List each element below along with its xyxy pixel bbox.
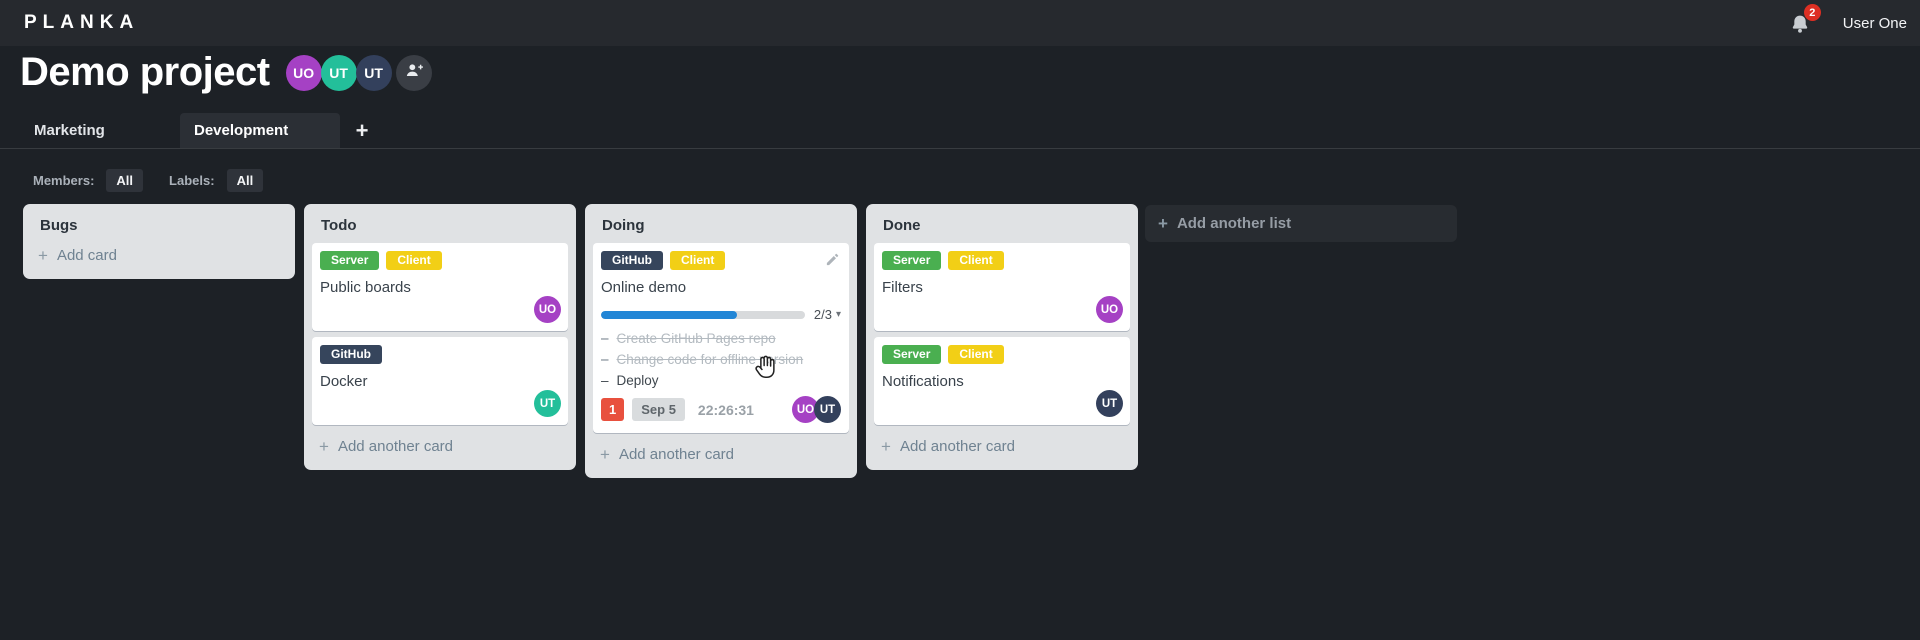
tab-marketing[interactable]: Marketing (20, 113, 180, 148)
add-card-button[interactable]: + Add another card (585, 433, 857, 472)
avatar[interactable]: UO (285, 54, 322, 91)
label-chip: Server (882, 345, 942, 364)
list-title[interactable]: Todo (321, 217, 357, 234)
list-title[interactable]: Bugs (40, 217, 78, 234)
notification-count-badge: 2 (1803, 4, 1821, 21)
progress-fill (601, 310, 737, 319)
chevron-down-icon: ▾ (835, 309, 841, 320)
plus-icon: + (881, 437, 891, 456)
add-card-label: Add another card (618, 446, 735, 463)
members-filter-value[interactable]: All (106, 169, 144, 192)
card-title: Filters (882, 279, 923, 296)
avatar[interactable]: UT (355, 54, 392, 91)
labels-filter-value[interactable]: All (226, 169, 264, 192)
person-plus-icon (404, 60, 424, 85)
user-menu[interactable]: User One (1842, 14, 1907, 32)
list-done: Done Server Client Filters UO Server Cli… (866, 204, 1138, 470)
avatar: UT (534, 390, 561, 417)
task-text: Change code for offline version (616, 352, 804, 367)
task-text: Create GitHub Pages repo (616, 331, 776, 346)
project-header: Demo project UO UT UT (20, 50, 432, 95)
card-notifications[interactable]: Server Client Notifications UT (874, 337, 1130, 425)
plus-icon: + (38, 246, 48, 265)
add-card-button[interactable]: + Add card (23, 234, 295, 273)
board-tabs: Marketing Development + (0, 113, 1920, 149)
task-bullet: – (601, 331, 609, 346)
task-list: – Create GitHub Pages repo – Change code… (601, 328, 841, 391)
task-progress: 2/3 ▾ (601, 307, 841, 322)
tab-label: Development (194, 122, 289, 139)
card-title: Public boards (320, 279, 411, 296)
card-online-demo[interactable]: GitHub Client Online demo 2/3 ▾ – (593, 243, 849, 433)
page-title[interactable]: Demo project (20, 50, 270, 94)
plus-icon: + (319, 437, 329, 456)
app-logo[interactable]: PLANKA (24, 12, 140, 33)
avatar[interactable]: UT (320, 54, 357, 91)
card-badges: 1 Sep 5 22:26:31 UO UT (601, 396, 841, 423)
label-chip: Client (948, 251, 1004, 270)
task-item: – Change code for offline version (601, 349, 841, 370)
progress-toggle[interactable]: 2/3 ▾ (814, 307, 841, 322)
label-chip: Server (320, 251, 380, 270)
label-chip: Client (386, 251, 442, 270)
card-title: Notifications (882, 373, 964, 390)
add-list-label: Add another list (1176, 215, 1292, 232)
notifications-button[interactable]: 2 (1789, 4, 1821, 35)
card-docker[interactable]: GitHub Docker UT (312, 337, 568, 425)
label-chip: Client (948, 345, 1004, 364)
timer-value[interactable]: 22:26:31 (697, 401, 754, 418)
tab-development[interactable]: Development (180, 113, 340, 148)
avatar: UO (534, 296, 561, 323)
list-todo: Todo Server Client Public boards UO GitH… (304, 204, 576, 470)
kanban-board: Bugs + Add card Todo Server Client Publi… (23, 204, 1138, 478)
task-bullet: – (601, 352, 609, 367)
list-title[interactable]: Doing (602, 217, 645, 234)
task-item: – Deploy (601, 370, 841, 391)
avatar: UT (814, 396, 841, 423)
project-members: UO UT UT (285, 54, 432, 91)
task-bullet: – (601, 373, 609, 388)
members-filter-label: Members: (33, 173, 95, 188)
label-chip: GitHub (601, 251, 663, 270)
plus-icon: + (1158, 214, 1168, 233)
due-date-badge[interactable]: Sep 5 (632, 398, 685, 421)
list-doing: Doing GitHub Client Online demo 2/3 (585, 204, 857, 478)
app-header: PLANKA 2 User One (0, 0, 1920, 46)
plus-icon: + (600, 445, 610, 464)
bell-icon (1789, 13, 1813, 35)
list-bugs: Bugs + Add card (23, 204, 295, 279)
header-right: 2 User One (1789, 4, 1907, 35)
progress-bar (601, 310, 805, 319)
label-chip: Server (882, 251, 942, 270)
add-board-button[interactable]: + (340, 113, 384, 148)
task-item: – Create GitHub Pages repo (601, 328, 841, 349)
label-chip: GitHub (320, 345, 382, 364)
card-public-boards[interactable]: Server Client Public boards UO (312, 243, 568, 331)
filter-bar: Members: All Labels: All (33, 169, 264, 192)
add-card-label: Add another card (337, 438, 454, 455)
label-chip: Client (670, 251, 726, 270)
add-card-label: Add card (56, 247, 117, 264)
task-text: Deploy (616, 373, 659, 388)
card-title: Docker (320, 373, 368, 390)
card-filters[interactable]: Server Client Filters UO (874, 243, 1130, 331)
add-card-button[interactable]: + Add another card (866, 425, 1138, 464)
add-card-button[interactable]: + Add another card (304, 425, 576, 464)
progress-count: 2/3 (813, 307, 832, 322)
tab-label: Marketing (34, 122, 105, 139)
plus-icon: + (355, 117, 369, 143)
labels-filter-label: Labels: (169, 173, 215, 188)
card-members: UO UT (792, 396, 841, 423)
card-notification-badge: 1 (601, 398, 625, 421)
card-title: Online demo (601, 279, 687, 296)
avatar: UT (1096, 390, 1123, 417)
list-title[interactable]: Done (883, 217, 921, 234)
avatar: UO (1096, 296, 1123, 323)
add-list-button[interactable]: + Add another list (1145, 205, 1457, 242)
edit-icon[interactable] (825, 252, 840, 267)
add-member-button[interactable] (395, 54, 432, 91)
add-card-label: Add another card (899, 438, 1016, 455)
